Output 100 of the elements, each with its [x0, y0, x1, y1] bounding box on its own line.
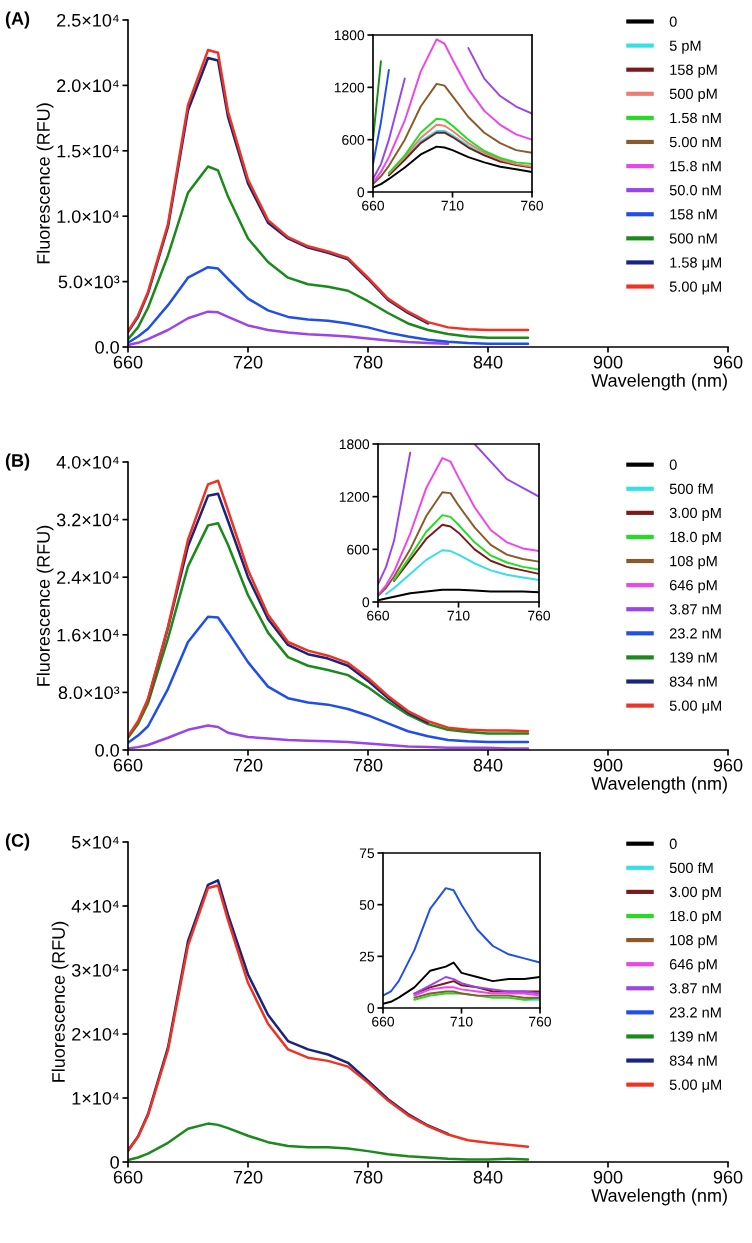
- y-tick-label: 1200: [334, 82, 365, 93]
- legend-label: 1.58 nM: [670, 112, 721, 124]
- legend-label: 1.58 μM: [670, 257, 721, 271]
- x-tick-label: 780: [353, 355, 383, 369]
- x-tick-label: 720: [233, 355, 263, 369]
- y-tick-label: 0.0: [95, 743, 119, 757]
- y-tick-label: 5×10⁴: [71, 835, 119, 849]
- legend-label: 646 pM: [669, 580, 717, 594]
- x-tick-label: 960: [713, 758, 743, 772]
- x-tick-label: 840: [473, 758, 503, 772]
- x-tick-label: 660: [372, 1016, 395, 1027]
- y-axis-title: Fluorescence (RFU): [51, 921, 69, 1082]
- y-tick-label: 2.4×10⁴: [57, 571, 119, 584]
- x-tick-label: 900: [593, 355, 623, 369]
- chart-title: (B): [5, 453, 30, 471]
- chart-title: (A): [5, 11, 30, 29]
- y-tick-label: 3×10⁴: [71, 963, 119, 977]
- y-tick-label: 50: [359, 900, 375, 910]
- x-tick-label: 660: [113, 758, 143, 772]
- x-axis-title: Wavelength (nm): [591, 373, 727, 391]
- legend-label: 139 nM: [670, 1031, 717, 1042]
- legend-label: 0: [669, 16, 677, 27]
- x-tick-label: 760: [529, 1016, 552, 1027]
- x-tick-label: 660: [367, 610, 390, 621]
- legend-label: 500 pM: [669, 88, 717, 102]
- x-tick-label: 840: [473, 355, 503, 369]
- legend-label: 500 fM: [669, 862, 713, 874]
- y-tick-label: 1.6×10⁴: [57, 628, 119, 642]
- y-tick-label: 0: [110, 1155, 119, 1169]
- x-tick-label: 760: [521, 200, 544, 211]
- legend-label: 50.0 nM: [669, 185, 721, 196]
- y-tick-label: 4.0×10⁴: [56, 455, 119, 469]
- x-tick-label: 780: [353, 1170, 383, 1184]
- y-tick-label: 1×10⁴: [72, 1091, 119, 1105]
- y-tick-label: 2.5×10⁴: [57, 13, 119, 27]
- x-tick-label: 900: [593, 1170, 623, 1184]
- legend-label: 500 nM: [669, 233, 717, 244]
- legend-label: 0: [669, 459, 677, 470]
- x-tick-label: 840: [473, 1170, 503, 1184]
- x-tick-label: 900: [593, 758, 623, 772]
- y-tick-label: 1800: [334, 30, 365, 41]
- x-tick-label: 710: [447, 610, 470, 621]
- y-tick-label: 600: [342, 135, 365, 145]
- x-tick-label: 960: [713, 1170, 743, 1184]
- y-tick-label: 0: [362, 597, 370, 608]
- legend-label: 834 nM: [669, 1055, 717, 1066]
- legend-label: 646 pM: [669, 959, 717, 973]
- y-tick-label: 25: [359, 951, 375, 962]
- legend-label: 108 pM: [670, 555, 717, 570]
- x-tick-label: 960: [713, 355, 743, 369]
- y-tick-label: 4×10⁴: [71, 899, 119, 913]
- y-axis-title: Fluorescence (RFU): [36, 525, 54, 686]
- legend-label: 23.2 nM: [669, 1007, 721, 1018]
- legend-label: 5.00 μM: [669, 1079, 721, 1093]
- y-tick-label: 8.0×10³: [58, 686, 120, 700]
- legend-label: 834 nM: [669, 676, 717, 687]
- y-tick-label: 1.5×10⁴: [57, 144, 119, 158]
- y-tick-label: 0: [367, 1003, 375, 1014]
- legend-label: 3.87 nM: [669, 604, 721, 615]
- legend-label: 5.00 nM: [669, 136, 721, 148]
- y-tick-label: 5.0×10³: [58, 275, 120, 289]
- chart-title: (C): [5, 833, 30, 851]
- y-tick-label: 1800: [339, 439, 370, 450]
- legend-label: 3.00 pM: [669, 507, 721, 521]
- x-tick-label: 760: [528, 610, 551, 621]
- legend-label: 3.87 nM: [669, 983, 721, 994]
- y-tick-label: 3.2×10⁴: [56, 513, 119, 527]
- legend-label: 18.0 pM: [670, 910, 721, 925]
- legend-label: 108 pM: [670, 935, 717, 949]
- legend-label: 158 pM: [670, 64, 717, 78]
- legend-label: 5.00 μM: [669, 700, 721, 714]
- legend-label: 5 pM: [669, 40, 701, 54]
- x-tick-label: 660: [113, 355, 143, 369]
- x-tick-label: 780: [353, 758, 383, 772]
- y-tick-label: 0: [357, 187, 365, 198]
- y-tick-label: 75: [359, 848, 375, 859]
- x-tick-label: 660: [113, 1170, 143, 1184]
- legend-label: 0: [669, 838, 677, 849]
- legend-label: 23.2 nM: [669, 628, 721, 639]
- legend-label: 158 nM: [670, 209, 717, 220]
- legend-label: 5.00 μM: [669, 281, 721, 295]
- legend-label: 18.0 pM: [670, 531, 721, 546]
- y-tick-label: 0.0: [95, 340, 119, 354]
- x-tick-label: 710: [441, 200, 464, 211]
- y-tick-label: 1.0×10⁴: [57, 210, 119, 223]
- y-axis-title: Fluorescence (RFU): [36, 103, 54, 264]
- x-axis-title: Wavelength (nm): [591, 1188, 727, 1206]
- x-tick-label: 720: [233, 758, 263, 772]
- x-tick-label: 720: [233, 1170, 263, 1184]
- y-tick-label: 1200: [339, 492, 370, 502]
- legend-label: 139 nM: [670, 652, 717, 663]
- legend-label: 500 fM: [669, 483, 713, 494]
- x-tick-label: 710: [450, 1016, 473, 1027]
- y-tick-label: 2×10⁴: [72, 1027, 119, 1041]
- x-axis-title: Wavelength (nm): [591, 776, 727, 794]
- legend-label: 15.8 nM: [670, 160, 721, 172]
- legend-label: 3.00 pM: [669, 886, 721, 901]
- y-tick-label: 2.0×10⁴: [57, 79, 119, 93]
- x-tick-label: 660: [362, 200, 385, 211]
- y-tick-label: 600: [347, 544, 370, 555]
